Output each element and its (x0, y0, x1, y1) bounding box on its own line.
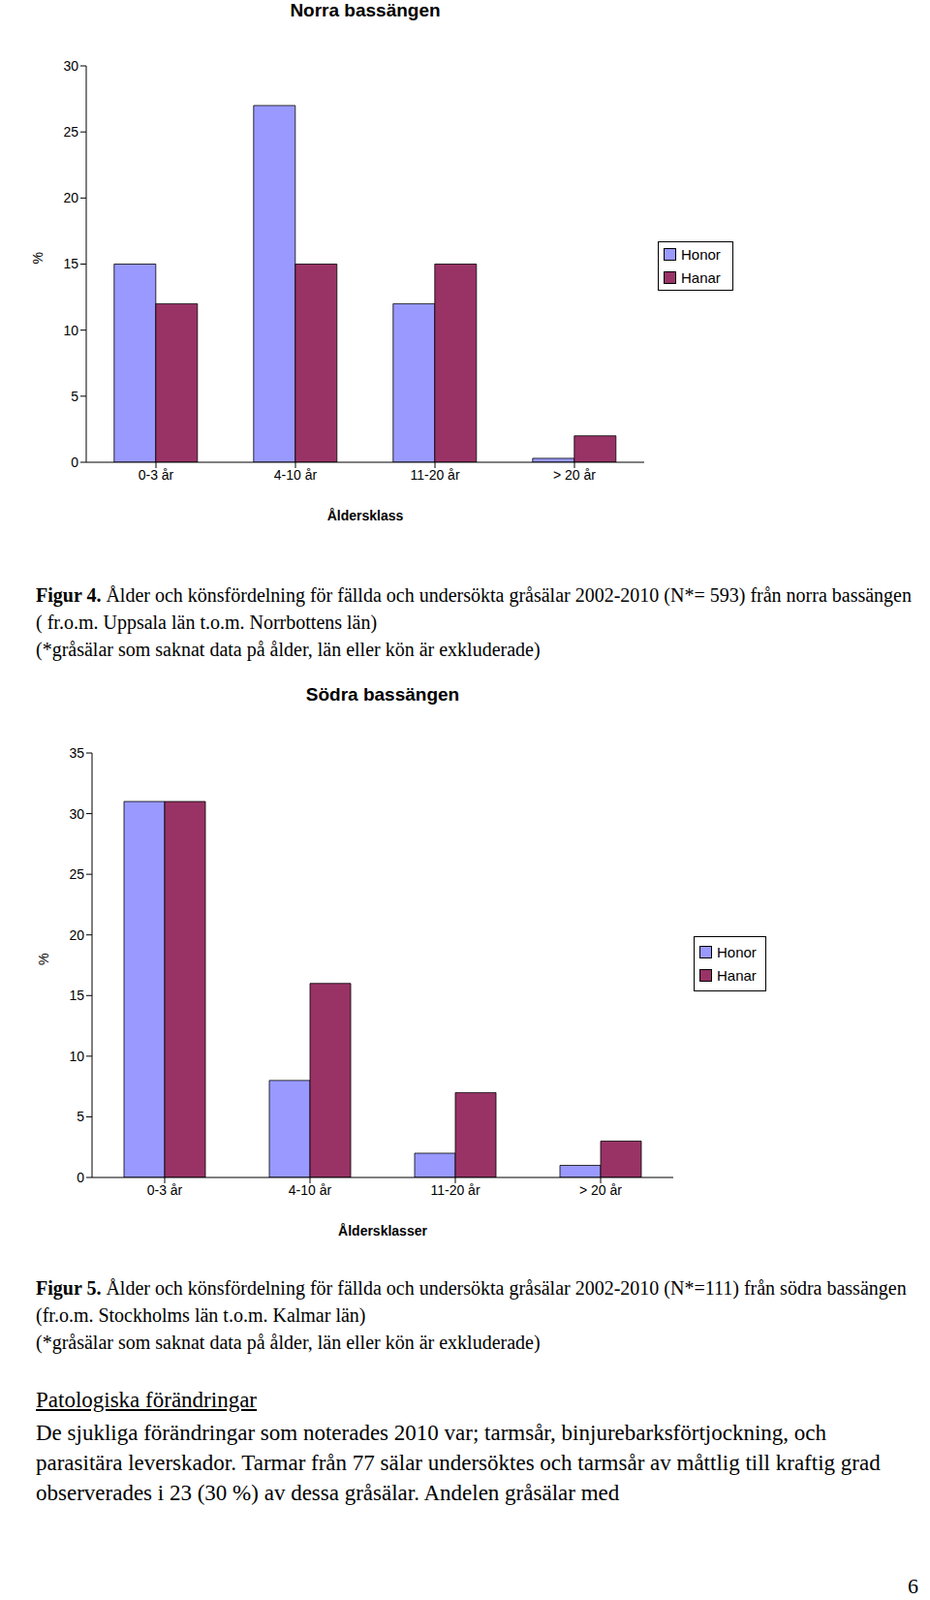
svg-text:0-3 år: 0-3 år (138, 466, 175, 483)
svg-text:> 20 år: > 20 år (579, 1181, 622, 1198)
svg-text:4-10 år: 4-10 år (288, 1181, 333, 1198)
html-text:Norra bassängen: Norra bassängen (290, 0, 441, 21)
svg-text:Åldersklasser: Åldersklasser (338, 1222, 428, 1239)
html-text:Hanar: Hanar (716, 966, 757, 983)
svg-text:5: 5 (70, 388, 79, 404)
svg-text:4-10 år: 4-10 år (274, 466, 318, 483)
html-text:Patologiska förändringar: Patologiska förändringar (35, 1387, 257, 1412)
svg-text:5: 5 (76, 1108, 85, 1124)
html-text:Honor: Honor (716, 943, 757, 960)
html-text:Hanar: Hanar (681, 268, 721, 286)
svg-text:35: 35 (68, 744, 85, 761)
html-text:Figur 4. Ålder och könsfördeln: Figur 4. Ålder och könsfördelning för fä… (35, 584, 912, 633)
svg-text:%: % (30, 251, 46, 264)
svg-text:%: % (35, 953, 52, 965)
svg-text:25: 25 (62, 124, 79, 140)
html-text:(*gråsälar som saknat data på: (*gråsälar som saknat data på ålder, län… (35, 1331, 541, 1353)
svg-text:0: 0 (70, 454, 79, 470)
svg-text:10: 10 (62, 322, 79, 339)
svg-text:11-20 år: 11-20 år (430, 1181, 480, 1198)
html-text:Södra bassängen: Södra bassängen (305, 683, 460, 705)
html-text:De sjukliga förändringar som n: De sjukliga förändringar som noterades 2… (35, 1420, 881, 1505)
svg-text:15: 15 (62, 255, 79, 272)
svg-text:20: 20 (68, 927, 85, 943)
svg-text:15: 15 (68, 987, 85, 1003)
svg-text:0-3 år: 0-3 år (147, 1181, 184, 1198)
html-text:(*gråsälar som saknat data på: (*gråsälar som saknat data på ålder, län… (35, 638, 541, 660)
svg-text:0: 0 (76, 1169, 85, 1185)
svg-text:25: 25 (68, 866, 85, 882)
svg-text:> 20 år: > 20 år (553, 466, 596, 483)
svg-text:20: 20 (62, 189, 79, 206)
svg-text:30: 30 (62, 58, 79, 74)
svg-text:10: 10 (68, 1048, 85, 1064)
svg-text:30: 30 (68, 806, 85, 822)
html-text:Figur 5. Ålder och könsfördeln: Figur 5. Ålder och könsfördelning för fä… (35, 1276, 907, 1326)
svg-text:11-20 år: 11-20 år (409, 466, 460, 483)
html-text:6: 6 (907, 1573, 919, 1598)
html-text:Honor: Honor (681, 245, 721, 263)
svg-text:Åldersklass: Åldersklass (327, 507, 404, 524)
